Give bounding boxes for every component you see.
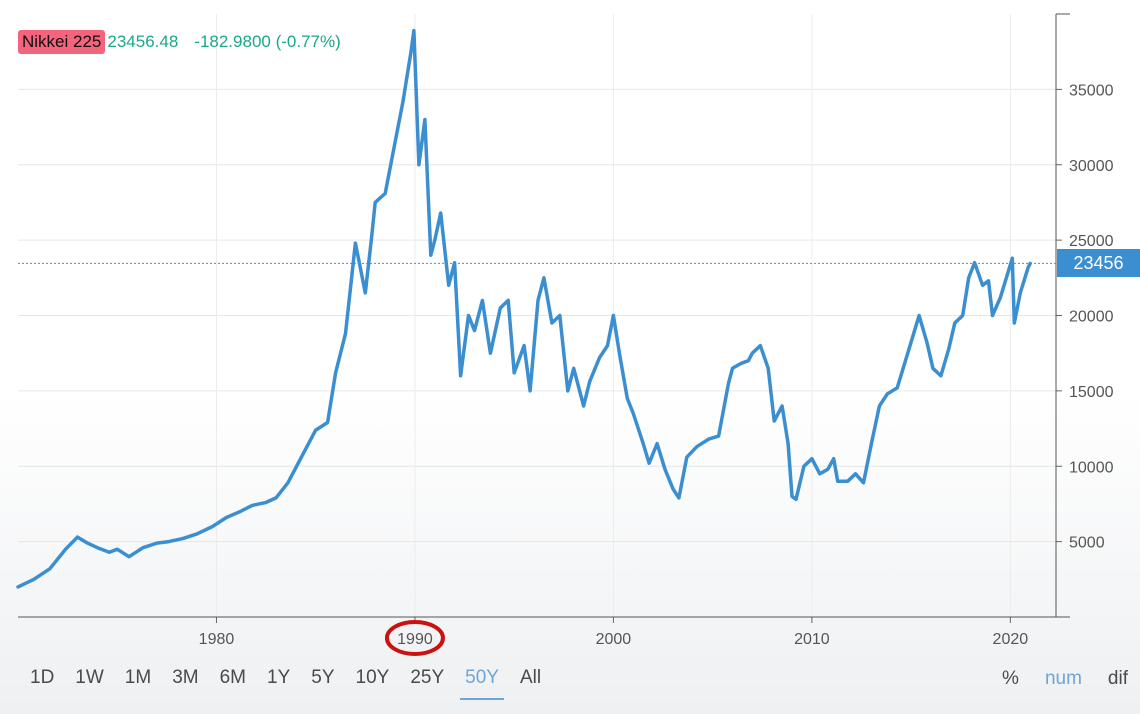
x-tick-label: 2000 [596, 631, 632, 648]
range-button-3m[interactable]: 3M [172, 666, 199, 688]
series-line-nikkei-225 [16, 28, 1032, 589]
price-change: -182.9800 (-0.77%) [194, 32, 341, 51]
range-button-1m[interactable]: 1M [124, 666, 152, 688]
x-tick-label: 2010 [794, 631, 830, 648]
grid-lines [18, 14, 1056, 617]
range-button-all[interactable]: All [519, 666, 542, 688]
range-button-50y[interactable]: 50Y [460, 667, 504, 700]
x-tick-label: 2020 [993, 631, 1029, 648]
y-tick-label: 35000 [1069, 82, 1114, 99]
range-button-5y[interactable]: 5Y [311, 666, 335, 688]
range-button-10y[interactable]: 10Y [355, 666, 390, 688]
y-tick-label: 20000 [1069, 309, 1114, 326]
y-tick-label: 10000 [1069, 459, 1114, 476]
y-tick-label: 15000 [1069, 384, 1114, 401]
mode-button-percent[interactable]: % [1002, 668, 1019, 689]
display-mode-selector: % num dif [976, 664, 1128, 694]
range-button-6m[interactable]: 6M [219, 666, 247, 688]
symbol-label: Nikkei 225 [18, 30, 106, 54]
annotation-circle [384, 620, 445, 656]
y-tick-label: 30000 [1069, 158, 1114, 175]
last-value-label: 23456 [1057, 249, 1140, 278]
mode-button-dif[interactable]: dif [1107, 668, 1128, 689]
quote-header: Nikkei 225 23456.48 -182.9800 (-0.77%) [18, 30, 341, 54]
x-tick-label: 1980 [199, 631, 235, 648]
price-value: 23456.48 [107, 32, 179, 51]
range-button-1d[interactable]: 1D [30, 666, 55, 688]
range-button-1w[interactable]: 1W [75, 666, 104, 688]
y-tick-labels: 5000 10000 15000 20000 25000 30000 35000 [1069, 82, 1114, 551]
range-button-25y[interactable]: 25Y [410, 666, 445, 688]
axes [18, 13, 1070, 623]
y-tick-label: 5000 [1069, 535, 1105, 552]
x-tick-labels: 1980 1990 2000 2010 2020 [199, 631, 1029, 648]
range-button-1y[interactable]: 1Y [267, 666, 291, 688]
range-selector: 1D 1W 1M 3M 6M 1Y 5Y 10Y 25Y 50Y All [30, 664, 562, 700]
y-tick-label: 25000 [1069, 233, 1114, 250]
mode-button-num[interactable]: num [1044, 668, 1082, 689]
x-tick-label: 1990 [397, 631, 433, 648]
